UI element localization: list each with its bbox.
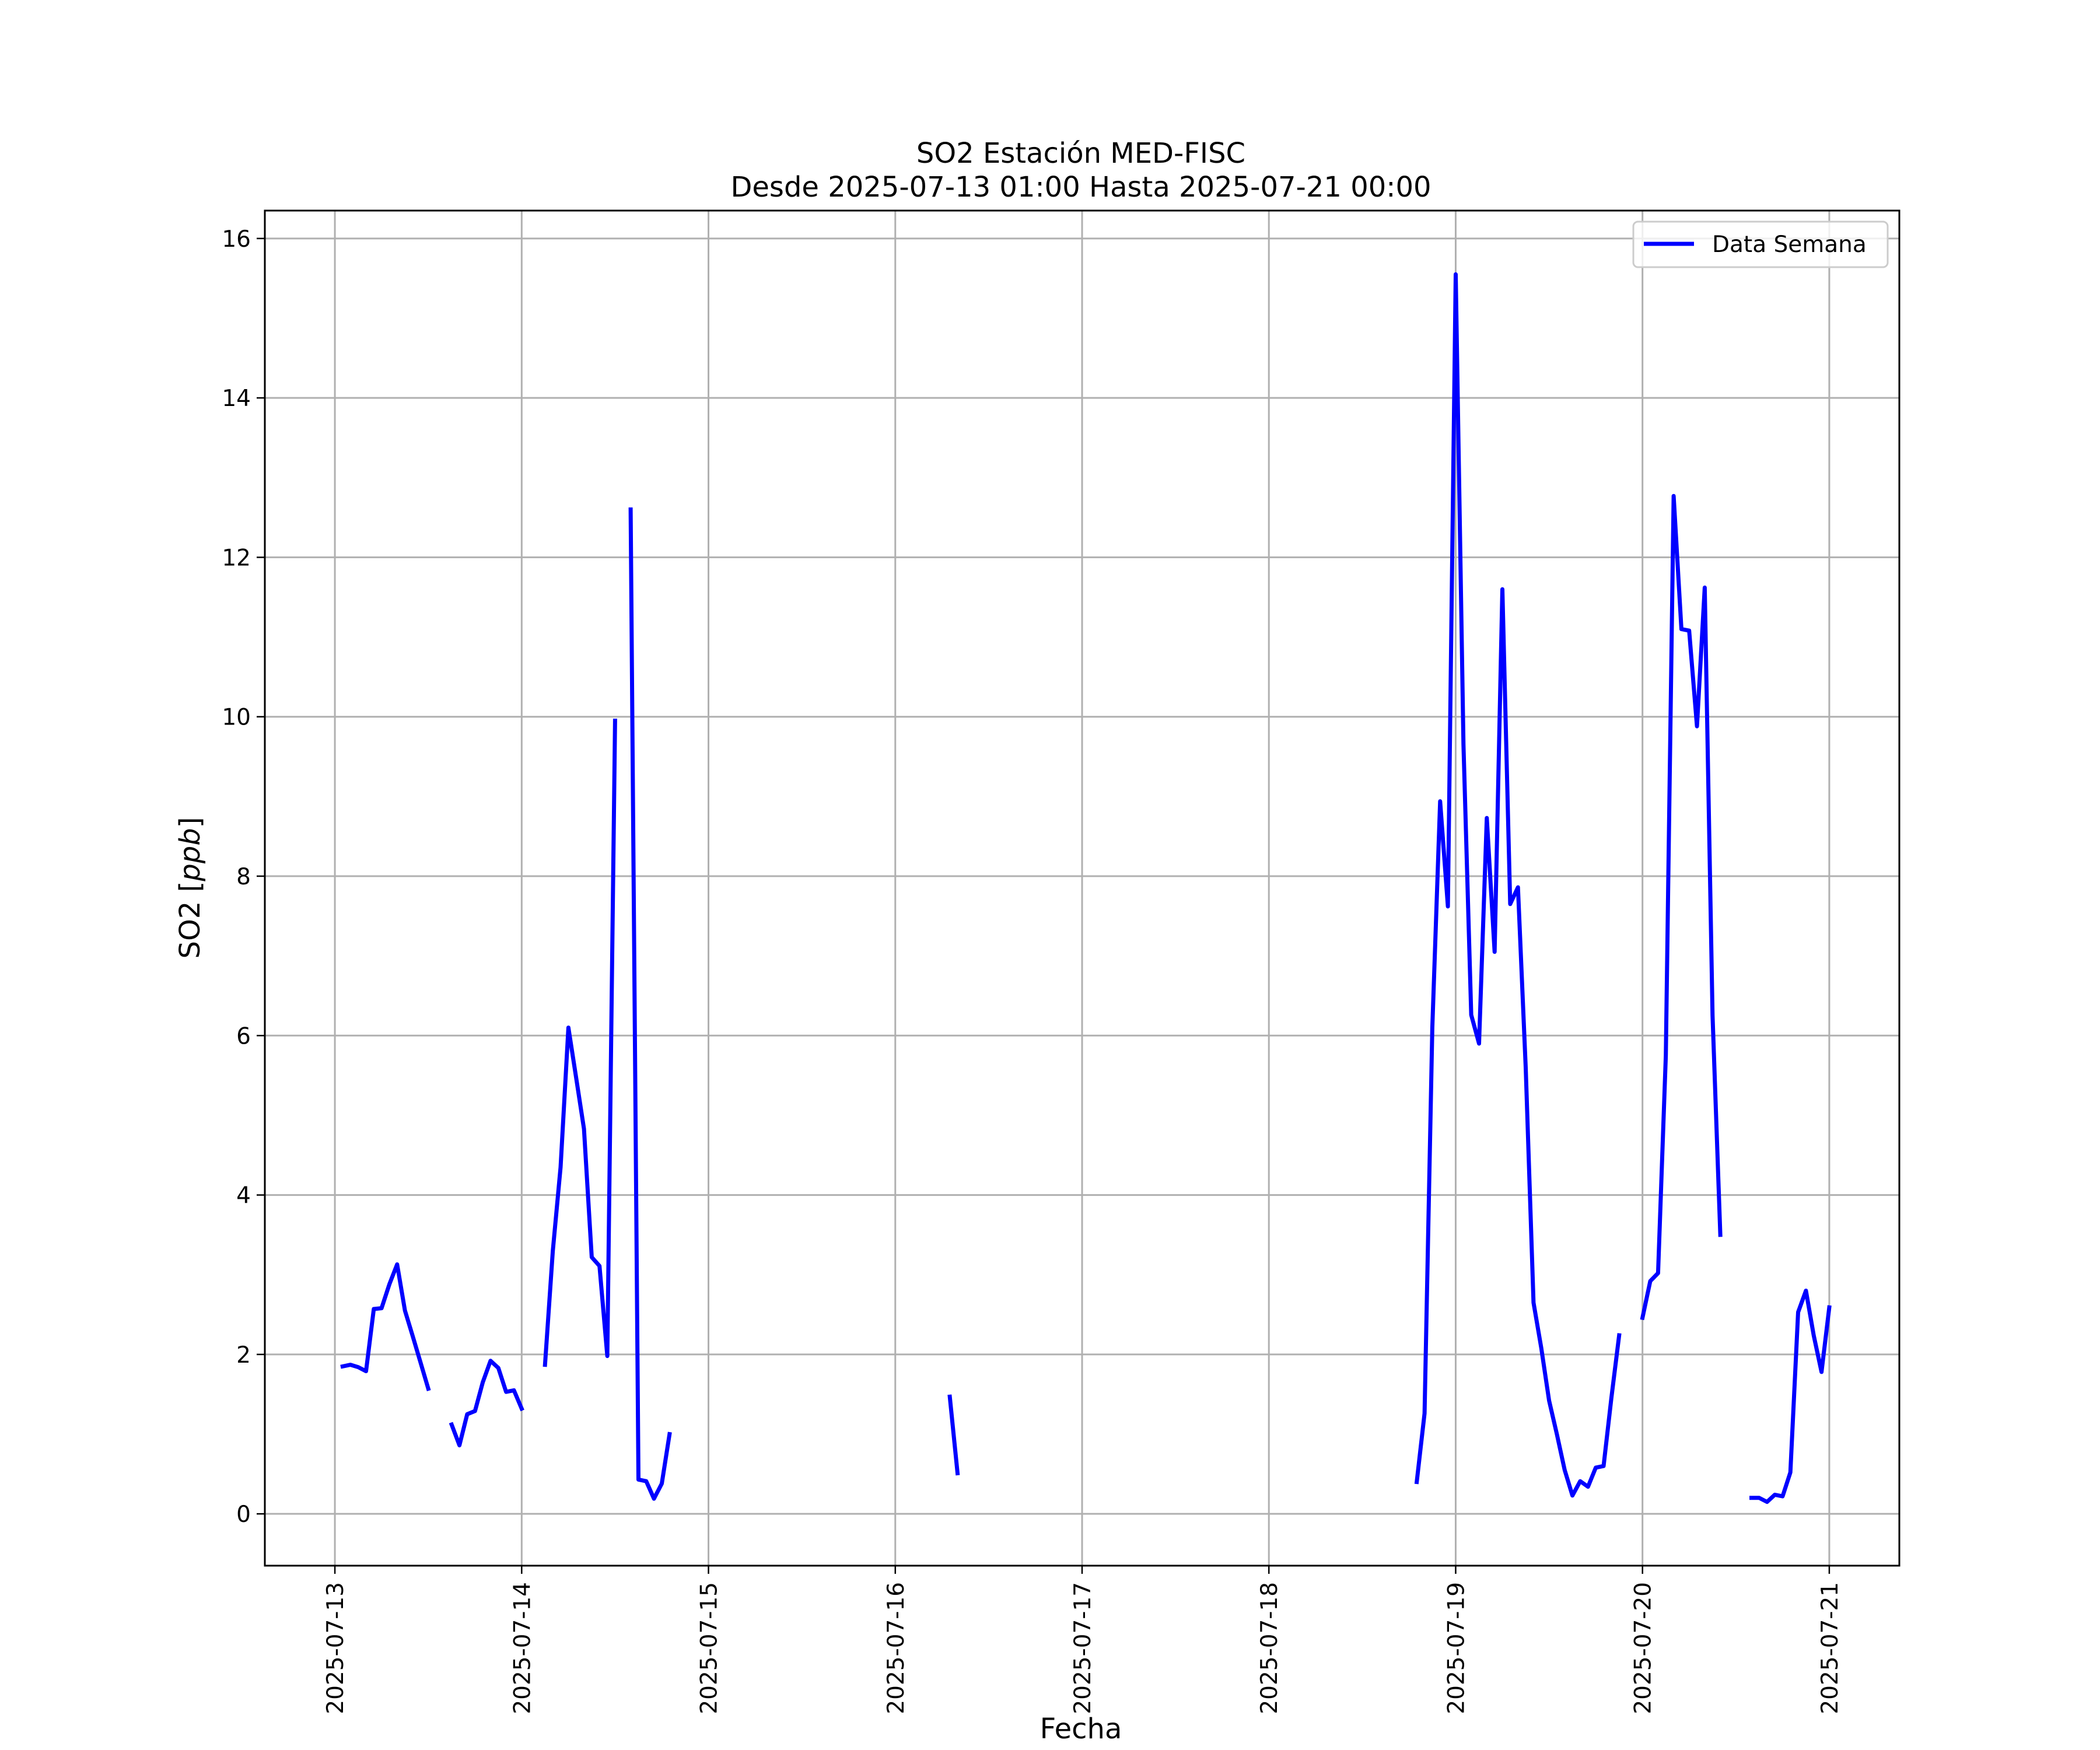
- x-tick-label: 2025-07-18: [1256, 1582, 1283, 1714]
- legend-label-data-semana: Data Semana: [1712, 232, 1867, 258]
- series-line-segment: [947, 1394, 960, 1476]
- y-tick-label: 10: [222, 705, 251, 731]
- grid: [265, 211, 1899, 1566]
- legend-box: [1632, 220, 1889, 268]
- y-tick-label: 0: [236, 1502, 251, 1528]
- chart-title: SO2 Estación MED-FISC: [916, 137, 1245, 170]
- y-tick-label: 4: [236, 1183, 251, 1209]
- y-tick-label: 2: [236, 1342, 251, 1368]
- series-line-segment: [340, 1262, 431, 1391]
- x-tick-label: 2025-07-21: [1817, 1582, 1843, 1714]
- y-axis-label-quantity: SO2: [174, 892, 206, 958]
- legend: Data Semana: [1632, 220, 1889, 268]
- x-tick-label: 2025-07-16: [883, 1582, 909, 1714]
- y-axis-label: SO2 [ppb]: [174, 817, 206, 959]
- x-tick-label: 2025-07-14: [509, 1582, 536, 1714]
- x-tick-label: 2025-07-15: [696, 1582, 723, 1714]
- y-tick-label: 12: [222, 545, 251, 571]
- x-tick-label: 2025-07-17: [1070, 1582, 1096, 1714]
- series-line-segment: [1640, 494, 1723, 1321]
- y-axis-label-bracket-open: [: [174, 881, 206, 892]
- y-tick-label: 8: [236, 864, 251, 890]
- series-data-semana: [340, 272, 1832, 1504]
- y-tick-label: 14: [222, 386, 251, 412]
- series-line-segment: [449, 1359, 524, 1448]
- y-tick-label: 16: [222, 226, 251, 253]
- x-tick-label: 2025-07-20: [1630, 1582, 1657, 1714]
- series-line-segment: [542, 718, 617, 1367]
- x-tick-label: 2025-07-13: [323, 1582, 349, 1714]
- x-axis-label: Fecha: [1040, 1713, 1122, 1745]
- series-line-segment: [628, 507, 672, 1501]
- x-tick-label: 2025-07-19: [1443, 1582, 1469, 1714]
- y-tick-label: 6: [236, 1023, 251, 1049]
- series-line-segment: [1749, 1289, 1832, 1504]
- y-axis-label-unit: ppb: [174, 828, 206, 881]
- axis-ticks: 2025-07-13 2025-07-14 2025-07-15 2025-07-16…: [222, 226, 1843, 1714]
- y-axis-label-bracket-close: ]: [174, 817, 206, 828]
- series-line-segment: [1414, 272, 1622, 1498]
- chart-subtitle: Desde 2025-07-13 01:00 Hasta 2025-07-21 …: [730, 171, 1431, 204]
